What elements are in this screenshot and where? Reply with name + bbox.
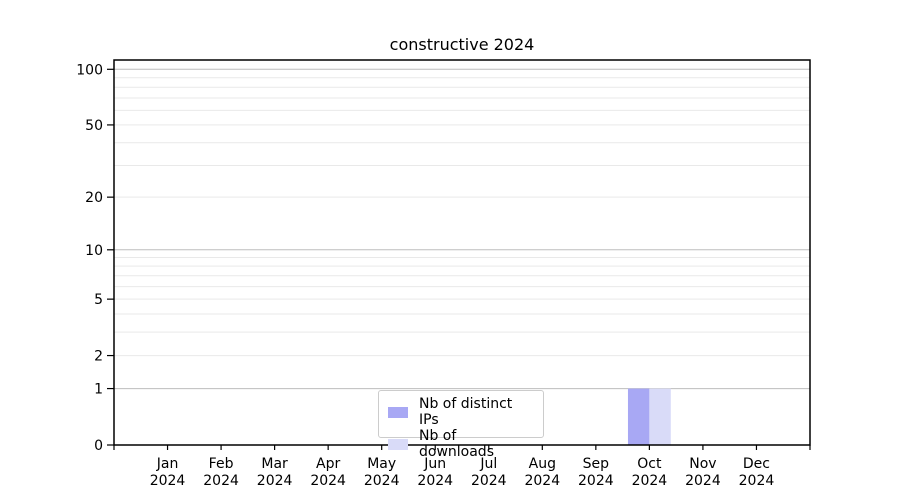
y-tick-label: 5: [94, 292, 103, 308]
x-tick-label-year: 2024: [364, 473, 400, 489]
y-tick-label: 0: [94, 438, 103, 454]
x-tick-label-month: Dec: [743, 456, 770, 472]
x-tick-label-year: 2024: [578, 473, 614, 489]
x-tick-label-month: Mar: [261, 456, 288, 472]
x-tick-label-year: 2024: [471, 473, 507, 489]
y-tick-label: 100: [76, 62, 103, 78]
x-tick-label-month: Nov: [689, 456, 716, 472]
x-tick-label-year: 2024: [739, 473, 775, 489]
bar-distinct-ips: [627, 388, 650, 445]
x-tick-label-year: 2024: [632, 473, 668, 489]
x-tick-label-year: 2024: [417, 473, 453, 489]
x-tick-label-month: Jun: [423, 456, 446, 472]
legend-swatch-downloads: [388, 438, 408, 450]
x-tick-label-year: 2024: [685, 473, 721, 489]
y-tick-label: 2: [94, 349, 103, 365]
y-tick-label: 20: [85, 190, 103, 206]
legend-label-distinct-ips: Nb of distinct IPs: [419, 396, 513, 428]
x-tick-label-month: Feb: [209, 456, 234, 472]
legend-item-downloads: Nb of downloads: [388, 428, 534, 460]
x-tick-label-month: Oct: [637, 456, 662, 472]
x-tick-label-year: 2024: [150, 473, 186, 489]
x-tick-label-month: Sep: [583, 456, 610, 472]
x-tick-label-month: Jul: [479, 456, 497, 472]
legend-item-distinct-ips: Nb of distinct IPs: [388, 396, 534, 428]
x-tick-label-month: May: [367, 456, 396, 472]
y-tick-label: 10: [85, 243, 103, 259]
legend-label-downloads: Nb of downloads: [419, 428, 494, 460]
y-tick-label: 50: [85, 118, 103, 134]
x-tick-label-year: 2024: [524, 473, 560, 489]
legend: Nb of distinct IPs Nb of downloads: [378, 390, 544, 460]
x-tick-label-year: 2024: [257, 473, 293, 489]
x-tick-label-year: 2024: [310, 473, 346, 489]
chart-title: constructive 2024: [389, 35, 535, 54]
x-tick-label-year: 2024: [203, 473, 239, 489]
x-tick-label-month: Apr: [316, 456, 340, 472]
bar-downloads: [649, 388, 671, 445]
legend-swatch-distinct-ips: [388, 406, 408, 418]
x-tick-label-month: Aug: [529, 456, 556, 472]
y-tick-label: 1: [94, 382, 103, 398]
plot-border: [113, 59, 811, 446]
x-tick-label-month: Jan: [156, 456, 179, 472]
